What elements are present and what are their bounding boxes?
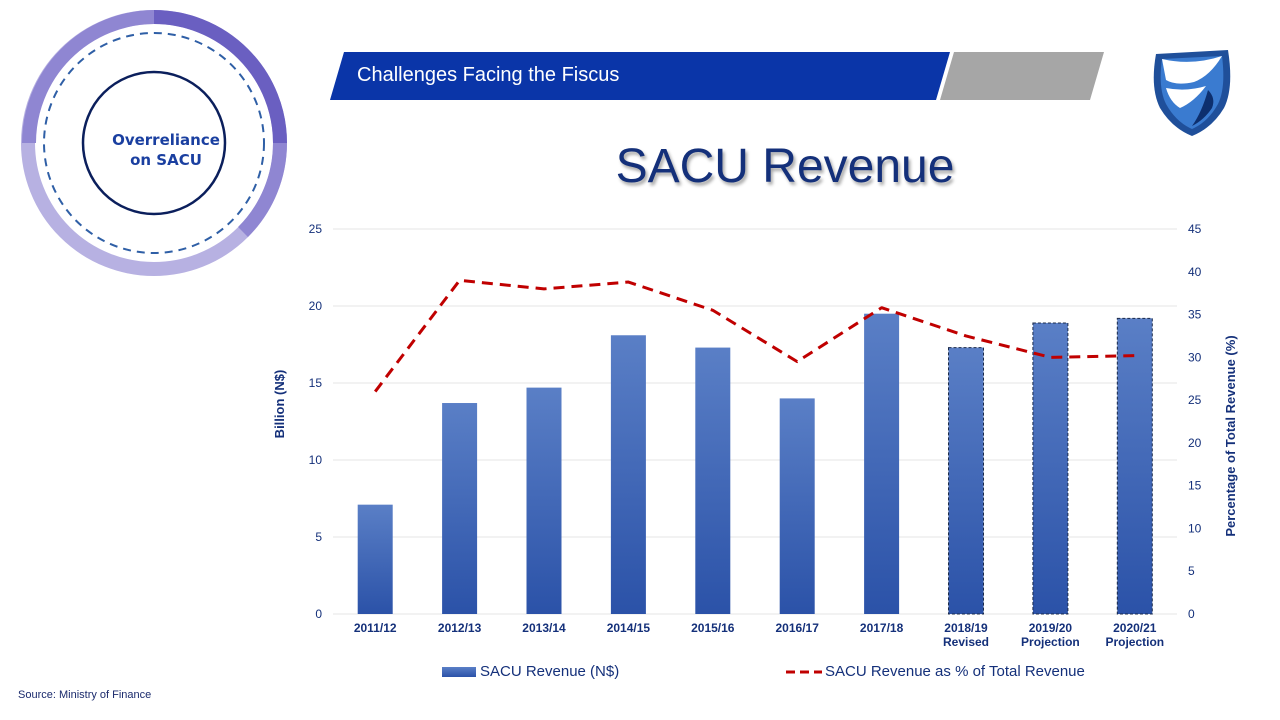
ring-dashed xyxy=(43,32,265,254)
legend-line-label: SACU Revenue as % of Total Revenue xyxy=(825,663,1085,680)
legend: SACU Revenue (N$) SACU Revenue as % of T… xyxy=(442,663,1085,680)
slide-title: SACU Revenue xyxy=(615,140,955,193)
y-tick-label: 25 xyxy=(309,222,323,236)
header-grey-band xyxy=(940,52,1104,100)
line-series xyxy=(374,278,1135,393)
bar xyxy=(948,347,984,615)
x-tick-label: 2013/14 xyxy=(522,621,566,635)
legend-bar-swatch xyxy=(442,667,476,677)
ring-graphic xyxy=(21,10,287,276)
y2-axis-ticks: 0 5 10 15 20 25 30 35 40 45 xyxy=(1188,222,1202,621)
ring-segment-left xyxy=(22,10,155,144)
bar xyxy=(1032,322,1069,615)
y2-tick-label: 35 xyxy=(1188,308,1202,322)
x-tick-label: 2014/15 xyxy=(607,621,651,635)
y2-tick-label: 0 xyxy=(1188,607,1195,621)
x-tick-label: 2018/19 xyxy=(944,621,988,635)
bar xyxy=(779,398,815,614)
bar xyxy=(1116,317,1153,615)
y-tick-label: 15 xyxy=(309,376,323,390)
x-tick-label: Projection xyxy=(1105,635,1164,649)
bar xyxy=(864,313,900,614)
overreliance-ring: Overreliance on SACU xyxy=(10,8,300,283)
ring-core xyxy=(81,70,227,216)
y2-tick-label: 20 xyxy=(1188,436,1202,450)
x-tick-label: 2017/18 xyxy=(860,621,904,635)
x-tick-label: 2020/21 xyxy=(1113,621,1157,635)
ring-segment-dark xyxy=(153,10,287,144)
x-axis-ticks: 2011/12 2012/13 2013/14 2014/15 2015/16 2016/… xyxy=(354,621,1164,649)
y-axis-title: Billion (N$) xyxy=(272,370,287,439)
y2-tick-label: 10 xyxy=(1188,521,1202,535)
ring-label-line1: Overreliance xyxy=(112,131,220,149)
bar xyxy=(610,335,646,614)
logo-stripe-dark xyxy=(1192,90,1214,126)
bar xyxy=(695,347,731,614)
x-tick-label: 2016/17 xyxy=(776,621,820,635)
header-banner xyxy=(330,52,1104,100)
ring-label: Overreliance on SACU xyxy=(98,130,234,170)
logo-stripe-middle xyxy=(1166,86,1206,108)
y2-tick-label: 45 xyxy=(1188,222,1202,236)
percentage-line xyxy=(374,278,1135,393)
x-tick-label: 2011/12 xyxy=(354,621,397,635)
x-tick-label: Projection xyxy=(1021,635,1080,649)
y2-tick-label: 30 xyxy=(1188,350,1202,364)
bar xyxy=(357,504,393,614)
y2-tick-label: 5 xyxy=(1188,564,1195,578)
logo-stripe-top xyxy=(1162,56,1222,84)
ring-segment-mid xyxy=(237,142,287,237)
y2-tick-label: 40 xyxy=(1188,265,1202,279)
x-tick-label: Revised xyxy=(943,635,989,649)
header-title: Challenges Facing the Fiscus xyxy=(357,64,620,86)
y2-axis-title: Percentage of Total Revenue (%) xyxy=(1223,335,1238,536)
bar xyxy=(526,387,562,614)
y2-tick-label: 15 xyxy=(1188,479,1202,493)
y2-tick-label: 25 xyxy=(1188,393,1202,407)
bar xyxy=(442,403,478,614)
y-tick-label: 20 xyxy=(309,299,323,313)
bank-shield-logo xyxy=(1153,50,1231,136)
x-tick-label: 2012/13 xyxy=(438,621,482,635)
ring-label-line2: on SACU xyxy=(130,151,202,169)
y-tick-label: 10 xyxy=(309,453,323,467)
y-axis-ticks: 0 5 10 15 20 25 xyxy=(309,222,323,621)
bar-series xyxy=(357,313,1153,615)
legend-bar-label: SACU Revenue (N$) xyxy=(480,663,619,680)
x-tick-label: 2019/20 xyxy=(1029,621,1073,635)
x-tick-label: 2015/16 xyxy=(691,621,735,635)
y-tick-label: 5 xyxy=(315,530,322,544)
header-blue-band xyxy=(330,52,950,100)
source-note: Source: Ministry of Finance xyxy=(18,689,152,701)
y-tick-label: 0 xyxy=(315,607,322,621)
